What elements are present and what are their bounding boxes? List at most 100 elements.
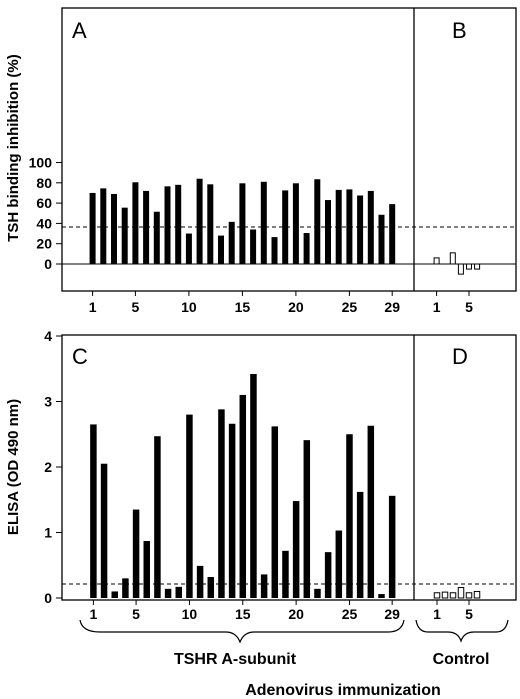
bar-a-10 (185, 233, 192, 264)
footer-label: Adenovirus immunization (245, 682, 441, 699)
bar-c-3 (111, 591, 118, 598)
y-tick-label-c-4: 4 (44, 328, 52, 344)
bar-c-28 (378, 594, 385, 598)
bar-b-3 (449, 252, 456, 265)
bar-c-11 (196, 565, 204, 598)
x-tick-label-d-1: 1 (433, 606, 441, 622)
panel-letter-d: D (452, 344, 468, 369)
bar-a-19 (282, 190, 289, 264)
panel-letter-b: B (452, 18, 467, 43)
brace-left (79, 619, 405, 644)
y-tick-label-a-20: 20 (36, 236, 52, 252)
bar-c-23 (324, 552, 332, 598)
bar-a-4 (121, 207, 128, 264)
bars-panel-c (90, 373, 396, 599)
y-tick-label-a-0: 0 (44, 256, 52, 272)
bar-c-12 (207, 577, 215, 598)
y-axis-label-bottom: ELISA (OD 490 nm) (5, 399, 22, 535)
bar-a-23 (325, 200, 331, 264)
y-tick-label-c-2: 2 (44, 459, 52, 475)
y-tick-label-c-1: 1 (44, 525, 52, 541)
bar-b-5 (466, 263, 472, 270)
bar-c-8 (164, 588, 172, 598)
x-tick-label-c-20: 20 (288, 606, 304, 622)
y-tick-label-a-60: 60 (36, 195, 52, 211)
bars-panel-a (89, 178, 396, 264)
bar-a-22 (314, 179, 321, 264)
bar-b-1 (433, 257, 440, 265)
bar-a-25 (346, 189, 353, 264)
bar-c-4 (122, 578, 129, 598)
bar-c-10 (186, 414, 193, 598)
x-tick-label-b-5: 5 (465, 299, 473, 315)
bar-a-11 (196, 178, 203, 264)
bar-a-24 (335, 189, 342, 264)
group-label-right: Control (433, 651, 490, 668)
x-tick-label-c-15: 15 (235, 606, 251, 622)
bar-a-18 (271, 237, 278, 264)
panel-letter-c: C (72, 344, 88, 369)
bar-c-1 (90, 424, 97, 598)
brace-right (415, 619, 509, 643)
bar-a-6 (143, 190, 150, 264)
bar-a-28 (378, 214, 385, 264)
bar-a-16 (250, 229, 257, 264)
bar-a-14 (228, 221, 235, 264)
bar-a-3 (111, 193, 117, 264)
x-tick-label-c-25: 25 (342, 606, 358, 622)
bar-a-26 (357, 195, 364, 264)
bars-panel-d (433, 587, 481, 599)
bar-c-22 (314, 588, 321, 598)
x-tick-label-a-1: 1 (89, 299, 97, 315)
x-tick-label-a-29: 29 (384, 299, 400, 315)
bar-a-9 (175, 184, 182, 264)
bar-c-13 (218, 409, 225, 598)
x-tick-label-c-10: 10 (182, 606, 198, 622)
bar-a-29 (389, 204, 396, 264)
bar-c-19 (282, 550, 289, 598)
x-tick-label-b-1: 1 (433, 299, 441, 315)
x-ticks-panel-a: 1 5 10 15 20 25 29 (89, 291, 400, 315)
y-ticks-panel-c: 0 1 2 3 4 (44, 328, 62, 606)
bar-c-5 (132, 509, 140, 598)
bar-d-2 (441, 591, 449, 599)
x-tick-label-a-10: 10 (181, 299, 197, 315)
bar-b-6 (474, 263, 481, 270)
bar-c-6 (143, 541, 150, 598)
bar-c-18 (271, 426, 279, 598)
y-axis-label-top: TSH binding inhibition (%) (5, 54, 22, 241)
bottom-frame (61, 334, 517, 601)
bar-c-20 (292, 501, 300, 598)
y-ticks-panel-a: 0 20 40 60 80 100 (29, 155, 62, 272)
x-tick-label-a-25: 25 (342, 299, 358, 315)
bar-c-24 (335, 530, 343, 598)
bar-c-9 (175, 586, 183, 599)
bar-a-5 (132, 182, 139, 264)
group-label-left: TSHR A-subunit (174, 651, 297, 668)
y-tick-label-c-3: 3 (44, 394, 52, 410)
x-ticks-panel-c: 1 5 10 15 20 25 29 (90, 600, 400, 622)
x-tick-label-c-5: 5 (132, 606, 140, 622)
y-tick-label-c-0: 0 (44, 590, 52, 606)
bar-a-15 (239, 183, 246, 264)
bar-a-13 (218, 235, 224, 264)
bars-panel-b (433, 252, 481, 275)
bar-c-7 (154, 436, 161, 598)
bar-a-17 (260, 181, 267, 264)
bar-a-8 (164, 186, 171, 264)
x-tick-label-a-15: 15 (235, 299, 251, 315)
top-panel-group: A B TSH binding inhibition (%) 0 20 40 60 80… (5, 7, 517, 315)
bar-c-17 (260, 574, 268, 598)
bar-d-5 (465, 592, 473, 599)
bar-c-27 (367, 425, 375, 598)
bar-c-29 (388, 495, 396, 598)
bar-a-21 (303, 233, 310, 264)
bar-c-16 (250, 373, 257, 598)
bar-c-26 (356, 491, 364, 598)
bar-c-15 (239, 394, 247, 598)
y-tick-label-a-80: 80 (36, 175, 52, 191)
